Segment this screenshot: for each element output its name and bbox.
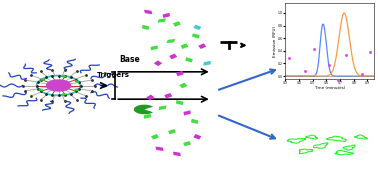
Polygon shape [179, 83, 187, 88]
Polygon shape [142, 25, 149, 30]
Polygon shape [173, 152, 181, 156]
Polygon shape [74, 80, 79, 83]
Polygon shape [168, 129, 176, 134]
Polygon shape [176, 100, 183, 105]
Polygon shape [334, 6, 342, 11]
Polygon shape [169, 54, 177, 59]
Polygon shape [302, 11, 309, 16]
Polygon shape [40, 78, 46, 81]
Polygon shape [203, 61, 211, 66]
Polygon shape [154, 60, 162, 66]
Circle shape [46, 80, 71, 91]
Polygon shape [193, 134, 201, 140]
Polygon shape [164, 93, 172, 98]
Polygon shape [151, 134, 159, 140]
Polygon shape [173, 21, 181, 27]
Polygon shape [60, 93, 68, 96]
Y-axis label: Emission (RFU): Emission (RFU) [273, 25, 277, 57]
Polygon shape [192, 33, 200, 38]
Polygon shape [180, 43, 189, 49]
Polygon shape [144, 114, 151, 119]
Polygon shape [163, 13, 170, 18]
Polygon shape [60, 75, 68, 78]
Text: Triggers: Triggers [96, 72, 129, 78]
Polygon shape [176, 71, 184, 76]
Polygon shape [198, 43, 206, 49]
Polygon shape [151, 45, 158, 50]
X-axis label: Time (minutes): Time (minutes) [314, 86, 345, 90]
Wedge shape [134, 105, 153, 114]
Polygon shape [183, 110, 191, 115]
Polygon shape [158, 18, 166, 23]
Polygon shape [146, 95, 155, 100]
Polygon shape [166, 39, 175, 43]
Polygon shape [185, 57, 193, 62]
Polygon shape [39, 88, 43, 92]
Polygon shape [159, 105, 166, 110]
Polygon shape [144, 10, 152, 14]
Polygon shape [193, 25, 201, 30]
Polygon shape [183, 141, 191, 146]
Text: Base: Base [119, 55, 140, 64]
Polygon shape [155, 147, 164, 151]
Polygon shape [74, 88, 79, 92]
Polygon shape [191, 119, 198, 124]
